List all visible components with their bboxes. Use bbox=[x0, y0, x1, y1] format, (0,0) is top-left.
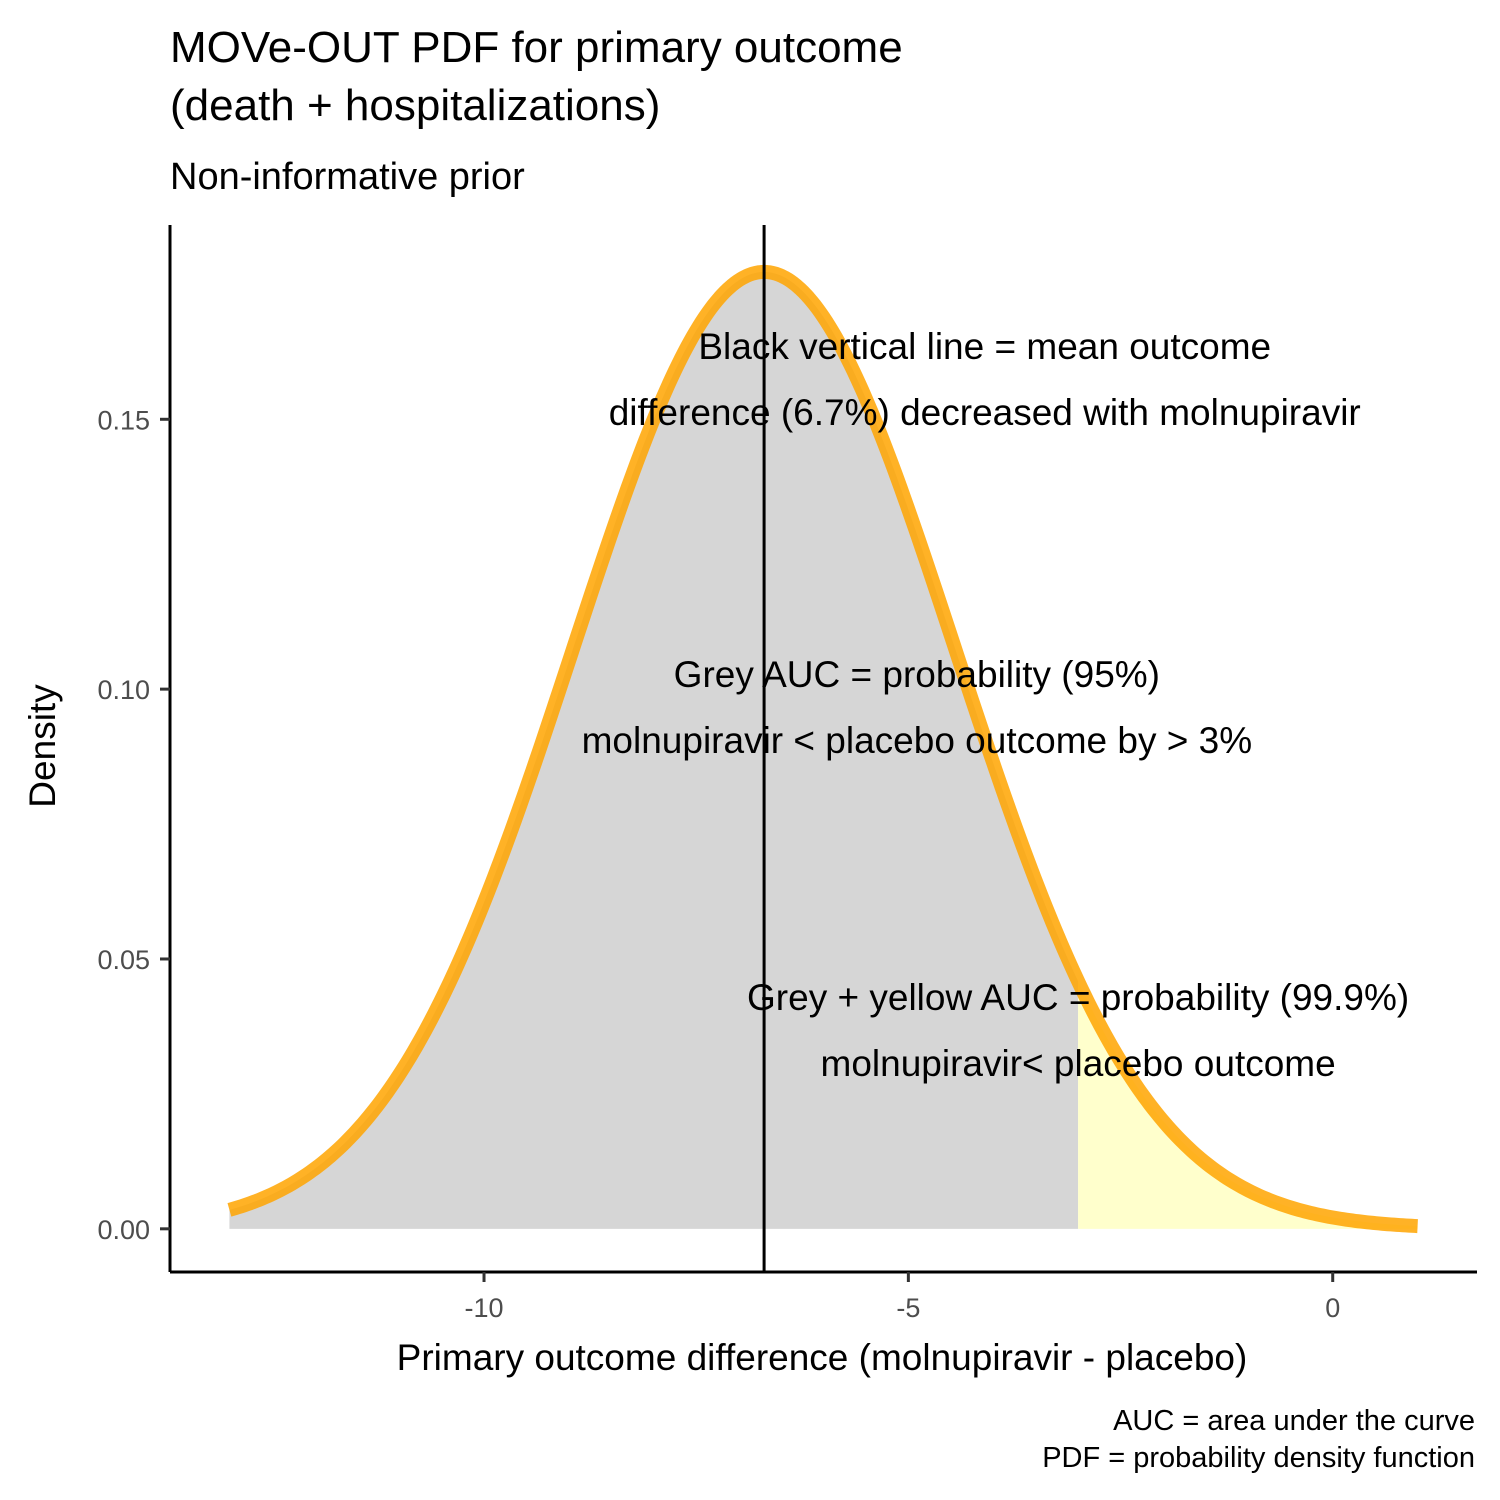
caption-line-2: PDF = probability density function bbox=[1042, 1442, 1475, 1474]
annotation-3-line-2: molnupiravir< placebo outcome bbox=[821, 1043, 1336, 1084]
auc-fill-grey bbox=[229, 271, 1079, 1229]
density-curve bbox=[225, 264, 1422, 1234]
chart-title-line-1: MOVe-OUT PDF for primary outcome bbox=[170, 23, 903, 72]
y-tick-label: 0.15 bbox=[97, 405, 150, 435]
annotation-3-line-1: Grey + yellow AUC = probability (99.9%) bbox=[747, 977, 1409, 1018]
auc-fill-yellow bbox=[1078, 981, 1418, 1229]
x-tick-label: 0 bbox=[1325, 1293, 1340, 1323]
annotation-2-line-2: molnupiravir < placebo outcome by > 3% bbox=[582, 720, 1252, 761]
annotation-1-line-2: difference (6.7%) decreased with molnupi… bbox=[609, 392, 1361, 433]
y-tick-label: 0.05 bbox=[97, 945, 150, 975]
x-tick-label: -5 bbox=[896, 1293, 920, 1323]
plot-area bbox=[225, 225, 1422, 1272]
y-tick-label: 0.00 bbox=[97, 1215, 150, 1245]
y-tick-label: 0.10 bbox=[97, 675, 150, 705]
annotation-2-line-1: Grey AUC = probability (95%) bbox=[674, 654, 1160, 695]
chart-subtitle: Non-informative prior bbox=[170, 156, 525, 198]
annotations: Black vertical line = mean outcome differ… bbox=[582, 326, 1410, 1084]
chart-title-line-2: (death + hospitalizations) bbox=[170, 81, 660, 130]
y-axis-label: Density bbox=[22, 684, 63, 808]
x-axis-label: Primary outcome difference (molnupiravir… bbox=[397, 1337, 1248, 1378]
x-tick-label: -10 bbox=[465, 1293, 504, 1323]
annotation-1-line-1: Black vertical line = mean outcome bbox=[698, 326, 1271, 367]
caption-line-1: AUC = area under the curve bbox=[1113, 1405, 1475, 1437]
axis-ticks: -10 -5 0 0.00 0.05 0.10 0.15 bbox=[97, 405, 1340, 1323]
